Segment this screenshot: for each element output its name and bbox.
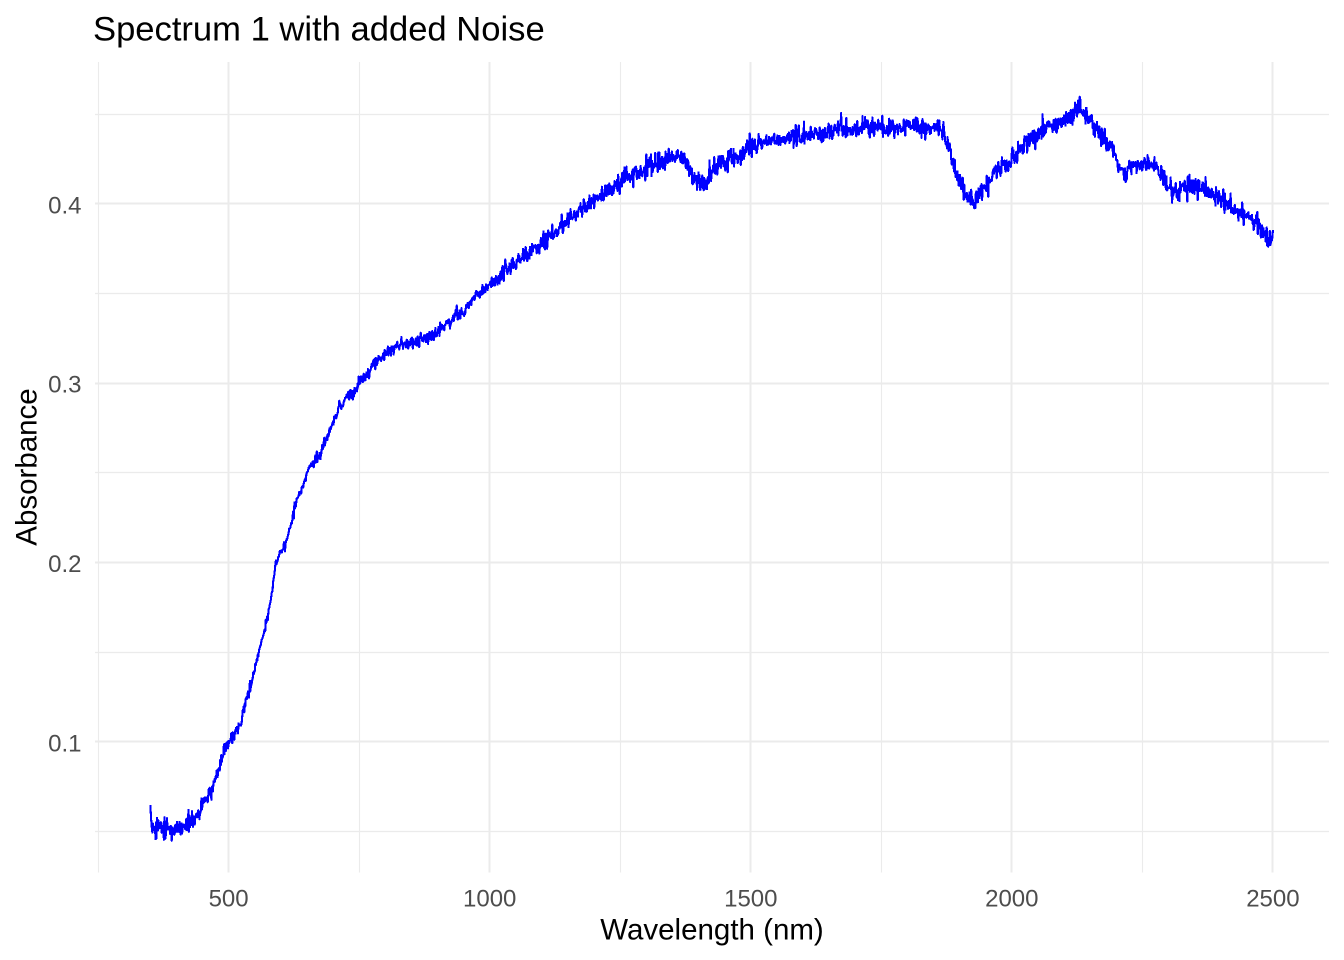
svg-text:0.4: 0.4 — [48, 192, 81, 219]
svg-text:1500: 1500 — [724, 886, 777, 913]
svg-text:Absorbance: Absorbance — [10, 388, 43, 545]
svg-text:0.2: 0.2 — [48, 551, 81, 578]
svg-text:0.3: 0.3 — [48, 372, 81, 399]
svg-text:0.1: 0.1 — [48, 731, 81, 758]
svg-text:1000: 1000 — [463, 886, 516, 913]
svg-text:2500: 2500 — [1246, 886, 1299, 913]
svg-text:Spectrum 1 with added Noise: Spectrum 1 with added Noise — [93, 11, 545, 49]
svg-text:Wavelength (nm): Wavelength (nm) — [600, 914, 824, 947]
svg-text:500: 500 — [209, 886, 249, 913]
svg-text:2000: 2000 — [985, 886, 1038, 913]
